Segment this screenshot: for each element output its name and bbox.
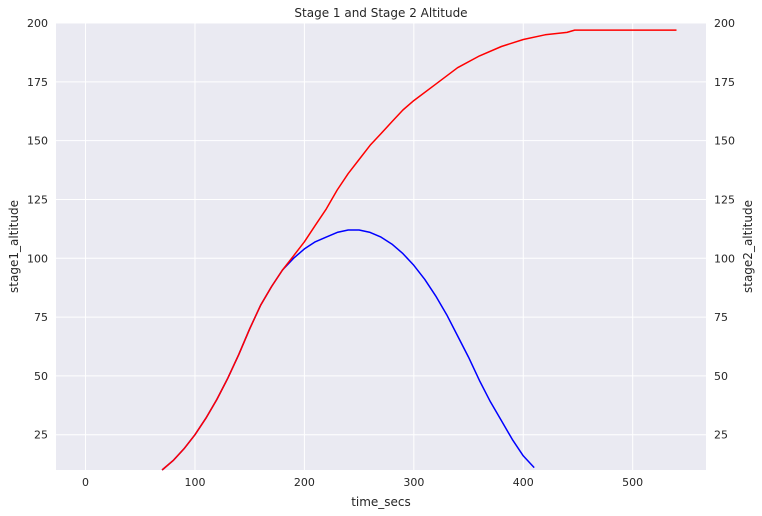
y-tick-label-right: 25: [714, 429, 728, 442]
x-axis-label: time_secs: [351, 495, 411, 509]
y-tick-label-left: 150: [27, 135, 48, 148]
y-tick-label-right: 150: [714, 135, 735, 148]
stage2-altitude-line: [161, 29, 677, 471]
y-tick-label-right: 50: [714, 370, 728, 383]
x-tick-label: 100: [184, 476, 205, 489]
y-tick-label-left: 50: [34, 370, 48, 383]
x-tick-label: 0: [82, 476, 89, 489]
x-tick-label: 500: [622, 476, 643, 489]
gridlines: [56, 22, 706, 470]
x-tick-label: 400: [513, 476, 534, 489]
y-tick-label-right: 75: [714, 311, 728, 324]
y-tick-label-right: 125: [714, 193, 735, 206]
y-tick-label-left: 100: [27, 252, 48, 265]
series-group: [161, 29, 677, 471]
y-axis-label-right: stage2_altitude: [741, 200, 755, 293]
y-tick-label-left: 125: [27, 193, 48, 206]
y-tick-label-left: 75: [34, 311, 48, 324]
y-tick-label-right: 100: [714, 252, 735, 265]
x-tick-label: 300: [403, 476, 424, 489]
y-tick-label-right: 200: [714, 17, 735, 30]
x-tick-label: 200: [294, 476, 315, 489]
plot-area: [56, 23, 706, 470]
y-tick-label-left: 200: [27, 17, 48, 30]
chart-title: Stage 1 and Stage 2 Altitude: [294, 6, 467, 20]
y-tick-label-left: 175: [27, 76, 48, 89]
y-tick-label-left: 25: [34, 429, 48, 442]
y-axis-label-left: stage1_altitude: [7, 200, 21, 293]
y-tick-label-right: 175: [714, 76, 735, 89]
tick-labels: 0 100 200 300 400 500 25 25 50 50 75 75 100 100 125 125…: [27, 17, 735, 489]
